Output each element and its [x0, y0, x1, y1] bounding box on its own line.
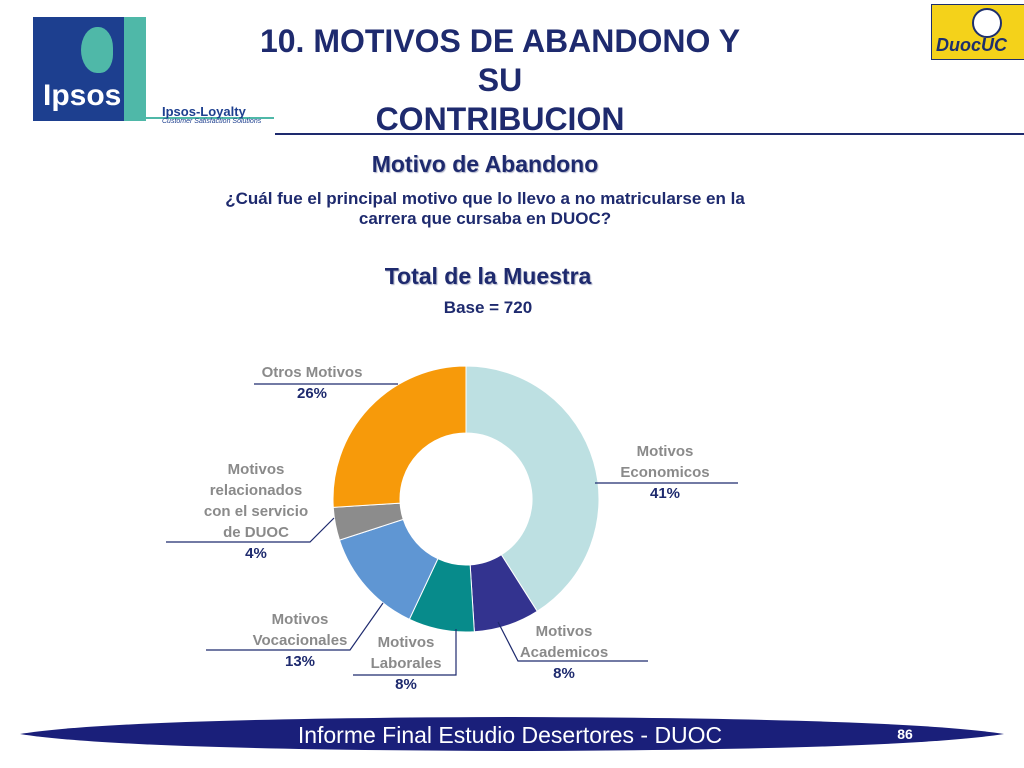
slice-label: Motivos — [378, 634, 435, 651]
slice-label: de DUOC — [223, 524, 289, 541]
slice-label: Economicos — [620, 464, 709, 481]
survey-question-line1: ¿Cuál fue el principal motivo que lo lle… — [225, 189, 745, 208]
ipsos-loyalty-subtext: Customer Satisfaction Solutions — [162, 118, 262, 125]
title-divider — [275, 133, 1024, 135]
ipsos-logo: Ipsos — [33, 17, 146, 121]
survey-question: ¿Cuál fue el principal motivo que lo lle… — [150, 189, 820, 229]
donut-slice — [465, 365, 600, 612]
slice-label: Motivos — [637, 443, 694, 460]
section-subtitle: Motivo de Abandono — [371, 151, 599, 177]
slice-label: Otros Motivos — [262, 364, 363, 381]
footer-text: Informe Final Estudio Desertores - DUOC — [297, 722, 723, 748]
duoc-logo: DuocUC — [931, 4, 1024, 60]
slice-label: Academicos — [520, 644, 608, 661]
loyalty-underline — [146, 117, 274, 119]
sample-base: Base = 720 — [443, 298, 533, 317]
sample-title: Total de la Muestra — [384, 263, 592, 289]
ipsos-loyalty-label: Ipsos-Loyalty — [162, 104, 246, 119]
slice-value-label: 13% — [285, 653, 315, 670]
slice-label: relacionados — [210, 482, 303, 499]
footer-bar — [20, 717, 1004, 751]
leader-line — [497, 621, 648, 662]
page-title-line2: CONTRIBUCION — [375, 101, 625, 137]
page-number: 86 — [897, 726, 913, 742]
survey-question-line2: carrera que cursaba en DUOC? — [358, 209, 612, 228]
slice-label: Vocacionales — [253, 632, 348, 649]
slice-value-label: 4% — [245, 545, 267, 562]
slice-value-label: 26% — [297, 385, 327, 402]
slice-value-label: 8% — [553, 665, 575, 682]
ipsos-logo-text: Ipsos — [43, 79, 122, 112]
duoc-seal-icon — [972, 8, 1002, 38]
slice-value-label: 41% — [650, 485, 680, 502]
page-title: 10. MOTIVOS DE ABANDONO Y SU CONTRIBUCIO… — [240, 22, 760, 139]
leader-line — [353, 629, 457, 676]
slice-label: con el servicio — [204, 503, 308, 520]
page-title-line1: 10. MOTIVOS DE ABANDONO Y SU — [259, 23, 741, 98]
slice-label: Motivos — [272, 611, 329, 628]
slice-label: Laborales — [371, 655, 442, 672]
leader-line — [206, 602, 384, 651]
slice-label: Motivos — [228, 461, 285, 478]
slice-value-label: 8% — [395, 676, 417, 693]
leader-line — [166, 517, 335, 543]
donut-slice — [332, 365, 467, 508]
duoc-logo-text: DuocUC — [936, 35, 1007, 55]
slice-label: Motivos — [536, 623, 593, 640]
